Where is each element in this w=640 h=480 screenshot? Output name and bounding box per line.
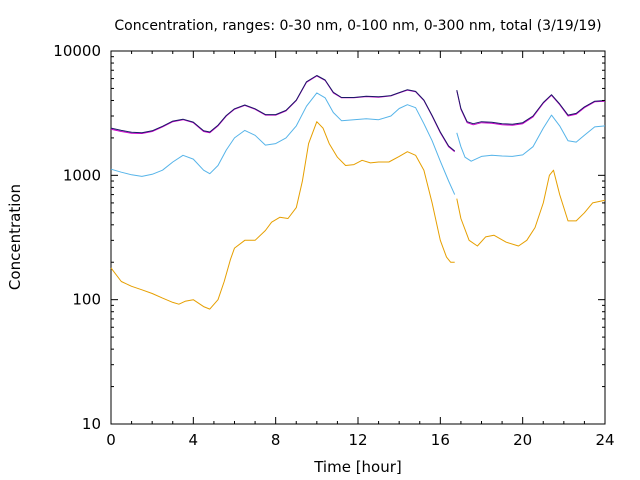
plot-area [110, 50, 606, 425]
chart-title: Concentration, ranges: 0-30 nm, 0-100 nm… [114, 18, 601, 34]
series-line-0-segment-0 [110, 121, 455, 310]
plot-border [110, 50, 606, 425]
series-line-2-segment-1 [456, 90, 606, 126]
series-line-3-segment-1 [456, 89, 606, 125]
series-line-1-segment-1 [456, 114, 606, 162]
y-tick-label: 1000 [63, 166, 101, 184]
y-axis-label: Concentration [6, 184, 24, 290]
series-lines [110, 75, 606, 310]
series-line-1-segment-0 [110, 92, 456, 195]
x-tick-label: 24 [595, 431, 614, 449]
y-tick-label: 10000 [53, 42, 101, 60]
x-tick-label: 8 [271, 431, 281, 449]
x-axis-label: Time [hour] [313, 458, 402, 476]
x-tick-label: 20 [513, 431, 532, 449]
series-line-2-segment-0 [110, 75, 456, 153]
series-line-3-segment-0 [110, 75, 456, 152]
x-tick-label: 0 [106, 431, 116, 449]
x-tick-label: 4 [189, 431, 199, 449]
y-tick-label: 10 [82, 415, 101, 433]
series-line-0-segment-1 [456, 169, 606, 247]
x-tick-label: 16 [431, 431, 450, 449]
y-tick-label: 100 [72, 291, 101, 309]
x-tick-label: 12 [348, 431, 367, 449]
axis-ticks: 0 4 8 12 16 20 24 10 100 1000 10000 [53, 42, 614, 449]
